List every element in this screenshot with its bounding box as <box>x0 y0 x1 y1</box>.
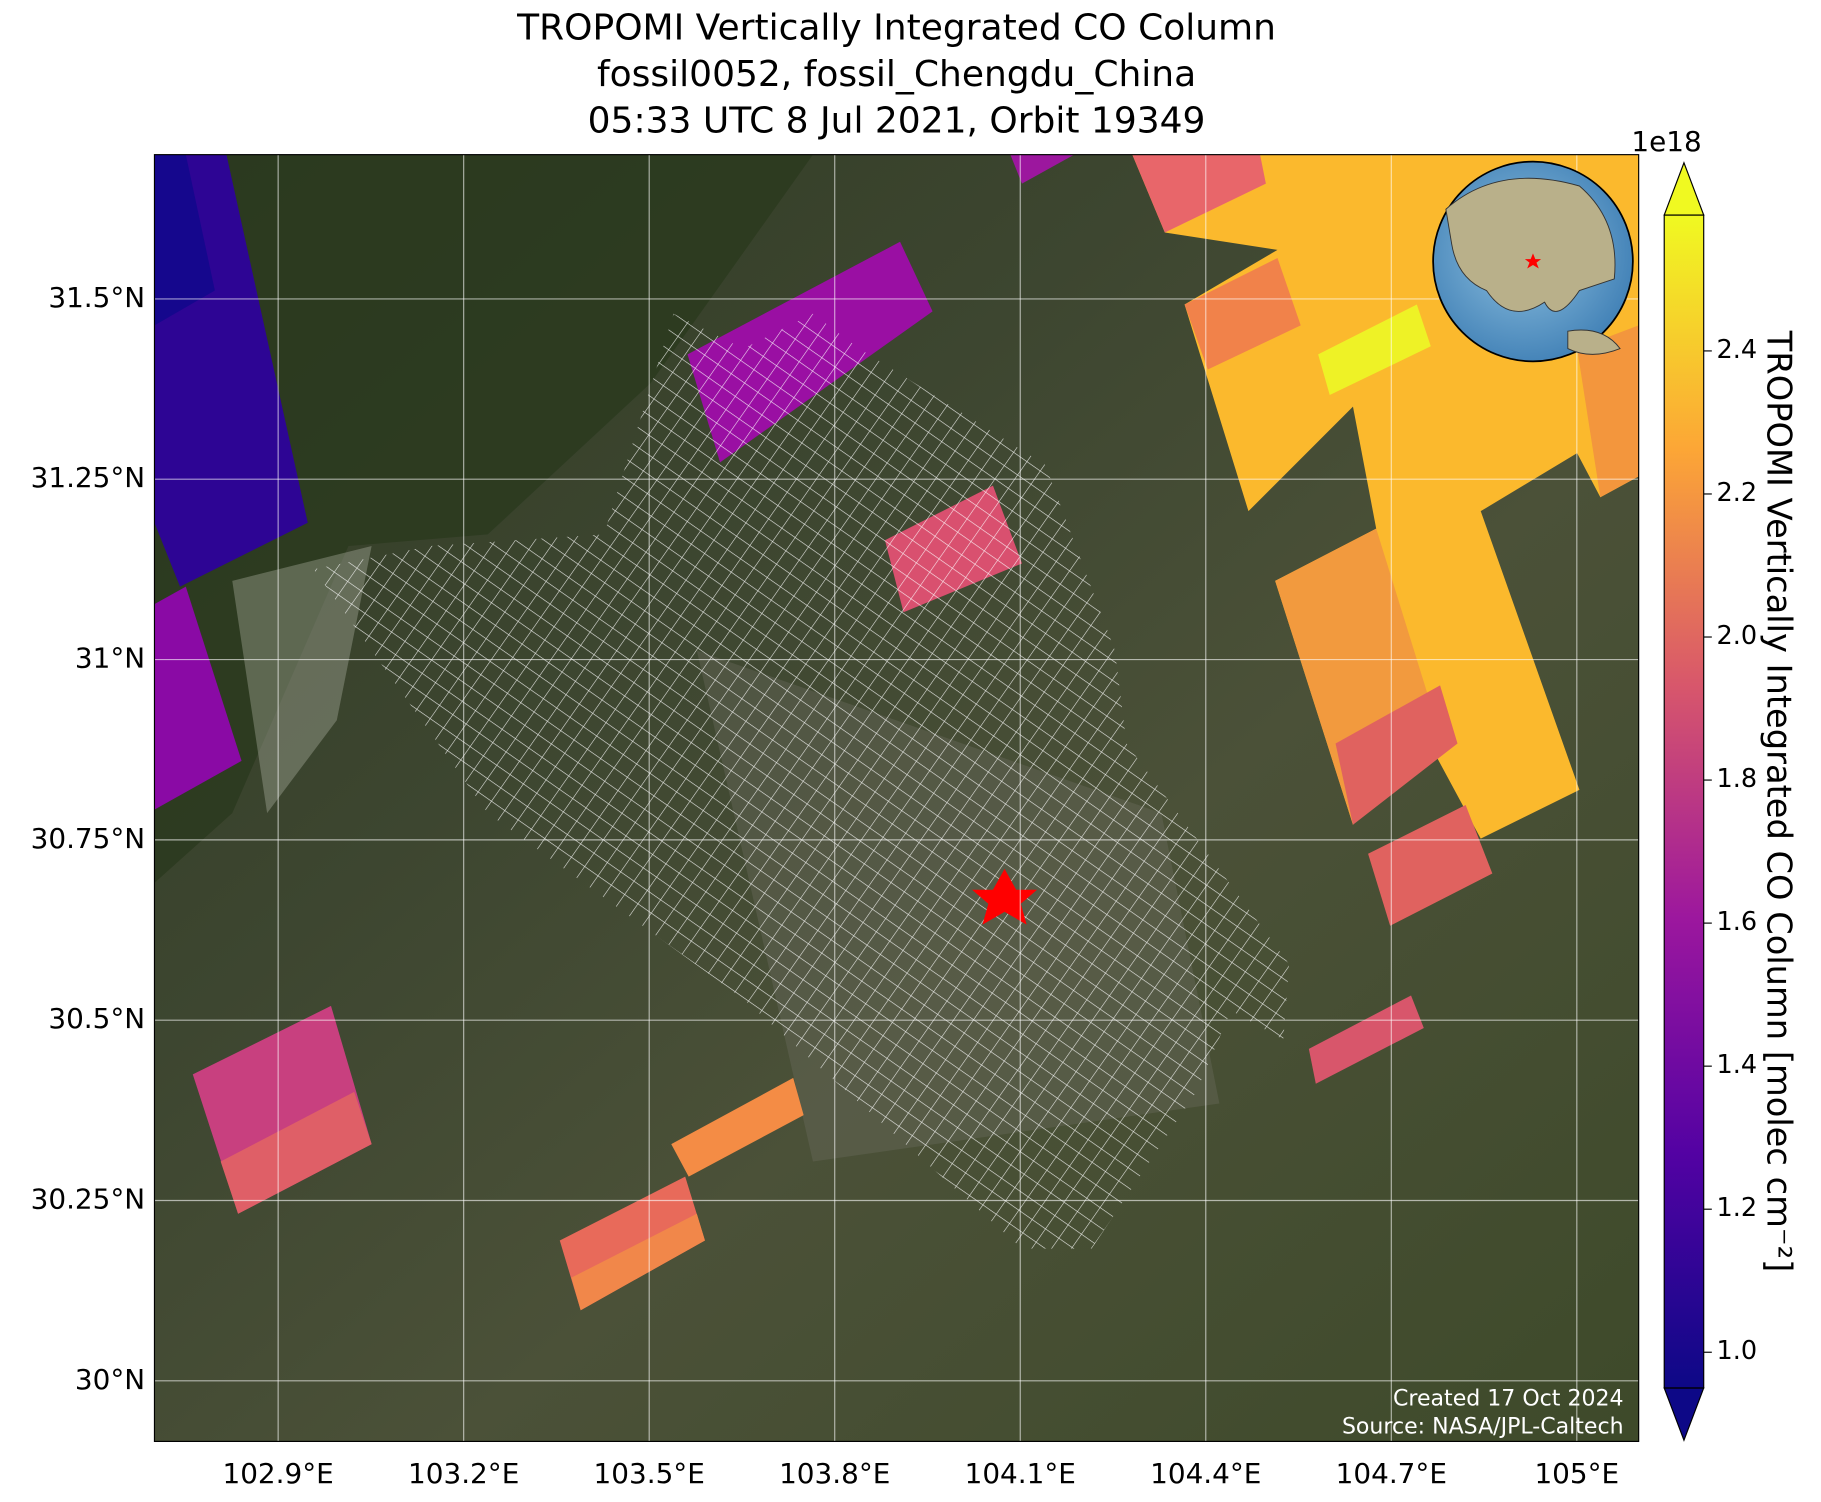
title-line: fossil0052, fossil_Chengdu_China <box>597 54 1196 95</box>
co-pixel <box>1335 685 1458 825</box>
x-tick-label: 103.5°E <box>594 1457 705 1490</box>
co-pixel <box>1308 995 1424 1084</box>
title-line: TROPOMI Vertically Integrated CO Column <box>516 8 1276 49</box>
y-tick-label: 30.5°N <box>48 1002 145 1035</box>
y-tick-label: 30.75°N <box>31 822 146 855</box>
colorbar-label: TROPOMI Vertically Integrated CO Column … <box>1759 330 1798 1273</box>
colorbar-tick-label: 2.0 <box>1716 621 1757 651</box>
y-tick-label: 30°N <box>75 1363 145 1396</box>
co-pixel <box>1368 805 1493 926</box>
model-grid <box>313 313 1290 1249</box>
mountains <box>154 154 813 883</box>
snow <box>232 546 372 814</box>
x-tick-label: 102.9°E <box>222 1457 333 1490</box>
colorbar-tick-label: 2.4 <box>1716 335 1757 365</box>
y-tick-label: 30.25°N <box>31 1183 146 1216</box>
co-pixel <box>220 1091 372 1214</box>
colorbar-extend-max <box>1663 161 1705 216</box>
site-marker <box>972 868 1038 925</box>
co-pixel <box>1010 154 1075 184</box>
title-line: 05:33 UTC 8 Jul 2021, Orbit 19349 <box>588 101 1206 142</box>
map <box>154 154 1639 1442</box>
x-tick-label: 103.2°E <box>408 1457 519 1490</box>
co-pixel <box>571 1213 705 1311</box>
colorbar <box>1664 215 1704 1389</box>
co-pixel <box>1184 258 1301 370</box>
colorbar-tick-label: 1.2 <box>1716 1193 1757 1223</box>
co-pixel <box>1132 154 1266 233</box>
co-pixel <box>154 154 215 326</box>
land <box>1445 177 1616 312</box>
colorbar-tick-label: 1.0 <box>1716 1336 1757 1366</box>
x-tick-label: 104.4°E <box>1150 1457 1261 1490</box>
colorbar-tick-label: 2.2 <box>1716 478 1757 508</box>
map-frame <box>153 154 1640 1443</box>
inset-globe <box>1432 160 1634 363</box>
colorbar-tick-label: 1.6 <box>1716 907 1757 937</box>
colorbar-offset: 1e18 <box>1631 125 1701 158</box>
colorbar-tick-label: 1.4 <box>1716 1050 1757 1080</box>
y-tick-label: 31°N <box>75 642 145 675</box>
x-tick-label: 103.8°E <box>779 1457 890 1490</box>
annotation: Source: NASA/JPL-Caltech <box>1342 1414 1624 1439</box>
co-pixel <box>1318 304 1431 396</box>
colorbar-extend-min <box>1663 1387 1705 1442</box>
co-pixel <box>671 1077 804 1177</box>
co-pixel <box>154 586 242 810</box>
grid <box>154 154 1639 1442</box>
colorbar-tick-label: 1.8 <box>1716 764 1757 794</box>
y-tick-label: 31.25°N <box>31 461 146 494</box>
x-tick-label: 104.7°E <box>1336 1457 1447 1490</box>
inset-marker <box>1524 253 1542 269</box>
colorbar-frame <box>1663 214 1705 1389</box>
y-tick-label: 31.5°N <box>48 281 145 314</box>
annotation: Created 17 Oct 2024 <box>1393 1386 1624 1411</box>
x-tick-label: 105°E <box>1534 1457 1619 1490</box>
x-tick-label: 104.1°E <box>965 1457 1076 1490</box>
co-pixel <box>1577 325 1639 498</box>
land <box>1567 329 1621 355</box>
